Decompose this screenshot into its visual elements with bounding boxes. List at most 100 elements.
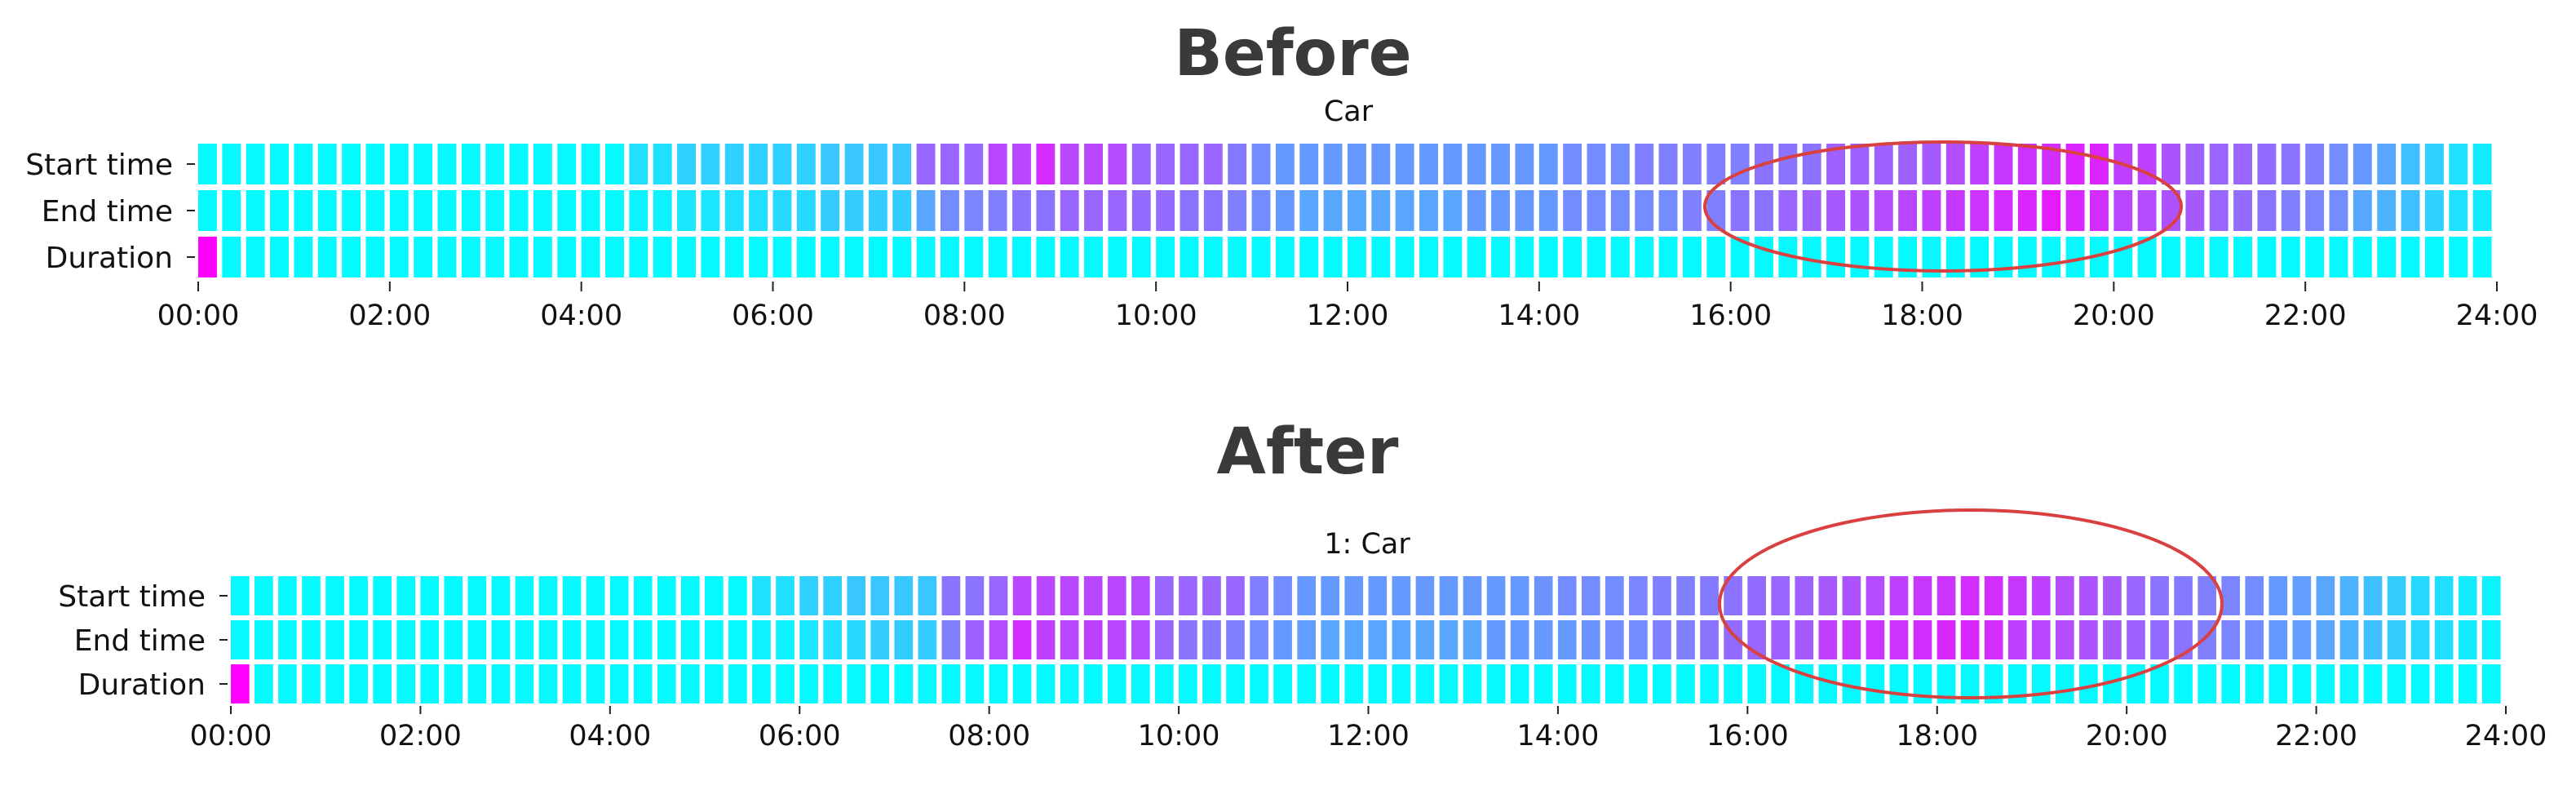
before-x-tick-label-9: 18:00 bbox=[1881, 300, 1963, 332]
before-cell-start-time-89 bbox=[2329, 144, 2348, 184]
before-cell-end-time-52 bbox=[1443, 190, 1463, 231]
before-cell-end-time-16 bbox=[581, 190, 600, 231]
after-cell-duration-70 bbox=[1889, 664, 1909, 703]
before-cell-start-time-41 bbox=[1180, 144, 1199, 184]
before-cell-start-time-75 bbox=[1994, 144, 2013, 184]
after-x-tick-label-11: 22:00 bbox=[2275, 720, 2357, 752]
before-cell-end-time-65 bbox=[1755, 190, 1773, 231]
before-cell-duration-8 bbox=[389, 237, 409, 277]
before-cell-end-time-20 bbox=[677, 190, 696, 231]
after-cell-duration-85 bbox=[2245, 664, 2264, 703]
after-cell-end-time-80 bbox=[2127, 620, 2145, 659]
after-x-tick-label-3: 06:00 bbox=[759, 720, 841, 752]
before-cell-start-time-38 bbox=[1108, 144, 1127, 184]
after-cell-end-time-77 bbox=[2056, 620, 2074, 659]
after-cell-end-time-17 bbox=[633, 620, 653, 659]
before-cell-end-time-72 bbox=[1922, 190, 1941, 231]
before-cell-start-time-37 bbox=[1084, 144, 1103, 184]
after-cell-end-time-74 bbox=[1984, 620, 2003, 659]
before-cell-start-time-77 bbox=[2042, 144, 2061, 184]
after-cell-end-time-29 bbox=[918, 620, 937, 659]
after-cell-end-time-44 bbox=[1273, 620, 1292, 659]
before-cell-start-time-42 bbox=[1203, 144, 1223, 184]
after-cell-end-time-32 bbox=[989, 620, 1008, 659]
after-row-label-duration: Duration bbox=[78, 668, 206, 702]
after-cell-end-time-72 bbox=[1936, 620, 1956, 659]
before-cell-start-time-72 bbox=[1922, 144, 1941, 184]
before-cell-start-time-31 bbox=[940, 144, 959, 184]
before-cell-start-time-62 bbox=[1682, 144, 1702, 184]
before-cell-duration-29 bbox=[892, 237, 912, 277]
before-cell-start-time-23 bbox=[749, 144, 768, 184]
before-cell-start-time-70 bbox=[1874, 144, 1893, 184]
after-cell-duration-8 bbox=[420, 664, 440, 703]
after-cell-duration-37 bbox=[1107, 664, 1126, 703]
before-cell-duration-61 bbox=[1658, 237, 1678, 277]
before-cell-end-time-8 bbox=[389, 190, 409, 231]
before-cell-start-time-56 bbox=[1538, 144, 1558, 184]
before-cell-duration-22 bbox=[724, 237, 744, 277]
after-cell-start-time-42 bbox=[1226, 576, 1245, 615]
before-cell-duration-34 bbox=[1012, 237, 1031, 277]
after-cell-duration-24 bbox=[799, 664, 818, 703]
before-cell-start-time-34 bbox=[1012, 144, 1031, 184]
before-cell-duration-47 bbox=[1323, 237, 1343, 277]
after-cell-end-time-81 bbox=[2150, 620, 2169, 659]
before-x-tick-label-8: 16:00 bbox=[1689, 300, 1772, 332]
after-cell-duration-81 bbox=[2150, 664, 2169, 703]
before-cell-duration-7 bbox=[365, 237, 385, 277]
after-cell-start-time-44 bbox=[1273, 576, 1292, 615]
after-cell-duration-7 bbox=[396, 664, 416, 703]
before-cell-duration-69 bbox=[1850, 237, 1870, 277]
after-cell-duration-28 bbox=[894, 664, 914, 703]
after-cell-end-time-75 bbox=[2007, 620, 2027, 659]
after-cell-end-time-26 bbox=[847, 620, 866, 659]
after-cell-start-time-39 bbox=[1155, 576, 1174, 615]
after-cell-end-time-38 bbox=[1131, 620, 1150, 659]
before-cell-end-time-87 bbox=[2281, 190, 2300, 231]
before-cell-duration-81 bbox=[2137, 237, 2157, 277]
after-cell-end-time-30 bbox=[941, 620, 961, 659]
before-cell-start-time-28 bbox=[868, 144, 887, 184]
after-cell-start-time-20 bbox=[705, 576, 724, 615]
after-cell-start-time-0 bbox=[231, 576, 250, 615]
before-cell-end-time-58 bbox=[1587, 190, 1606, 231]
after-cell-start-time-24 bbox=[799, 576, 818, 615]
after-cell-start-time-51 bbox=[1439, 576, 1458, 615]
before-cell-duration-87 bbox=[2281, 237, 2300, 277]
after-cell-end-time-90 bbox=[2363, 620, 2383, 659]
before-cell-end-time-75 bbox=[1994, 190, 2013, 231]
after-cell-end-time-24 bbox=[799, 620, 818, 659]
before-cell-start-time-69 bbox=[1850, 144, 1870, 184]
before-cell-start-time-49 bbox=[1371, 144, 1391, 184]
before-cell-start-time-46 bbox=[1299, 144, 1319, 184]
after-cell-duration-49 bbox=[1392, 664, 1411, 703]
before-cell-duration-21 bbox=[701, 237, 720, 277]
before-cell-end-time-55 bbox=[1515, 190, 1534, 231]
after-cell-start-time-36 bbox=[1083, 576, 1103, 615]
before-cell-duration-63 bbox=[1706, 237, 1726, 277]
after-cell-end-time-73 bbox=[1960, 620, 1980, 659]
before-cell-duration-85 bbox=[2233, 237, 2252, 277]
before-cell-duration-12 bbox=[485, 237, 505, 277]
before-cell-start-time-8 bbox=[389, 144, 409, 184]
after-cell-start-time-17 bbox=[633, 576, 653, 615]
after-cell-end-time-91 bbox=[2387, 620, 2406, 659]
after-cell-end-time-19 bbox=[680, 620, 700, 659]
after-cell-start-time-90 bbox=[2363, 576, 2383, 615]
after-cell-end-time-94 bbox=[2458, 620, 2477, 659]
before-cell-start-time-76 bbox=[2017, 144, 2037, 184]
after-cell-duration-92 bbox=[2410, 664, 2430, 703]
after-cell-duration-35 bbox=[1060, 664, 1079, 703]
after-cell-duration-73 bbox=[1960, 664, 1980, 703]
after-cell-duration-93 bbox=[2434, 664, 2454, 703]
before-cell-start-time-9 bbox=[414, 144, 433, 184]
before-cell-duration-86 bbox=[2257, 237, 2277, 277]
before-cell-end-time-31 bbox=[940, 190, 959, 231]
before-cell-duration-72 bbox=[1922, 237, 1941, 277]
before-cell-end-time-95 bbox=[2472, 190, 2492, 231]
before-cell-end-time-66 bbox=[1778, 190, 1798, 231]
before-cell-start-time-95 bbox=[2472, 144, 2492, 184]
after-cell-end-time-45 bbox=[1297, 620, 1316, 659]
before-cell-start-time-17 bbox=[605, 144, 624, 184]
